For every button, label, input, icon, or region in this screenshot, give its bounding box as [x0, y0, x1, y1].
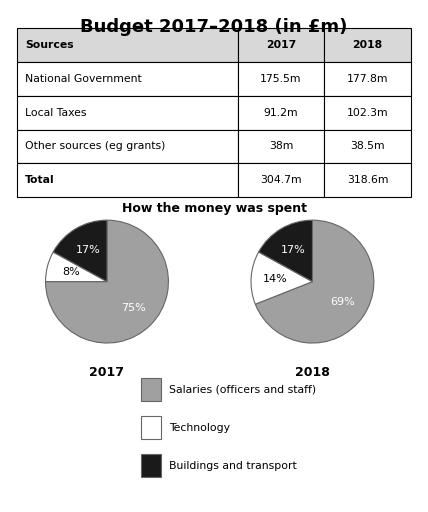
Bar — [141, 455, 160, 477]
Bar — [141, 416, 160, 439]
Text: 14%: 14% — [263, 274, 288, 284]
Bar — [324, 28, 411, 62]
Bar — [17, 96, 238, 130]
Text: 2017: 2017 — [89, 366, 125, 379]
Text: Salaries (officers and staff): Salaries (officers and staff) — [169, 384, 316, 394]
Bar — [238, 62, 324, 96]
Text: Other sources (eg grants): Other sources (eg grants) — [25, 141, 165, 152]
Text: 2018: 2018 — [295, 366, 330, 379]
Text: 17%: 17% — [281, 245, 306, 255]
Bar — [324, 130, 411, 163]
Text: Buildings and transport: Buildings and transport — [169, 461, 297, 471]
Wedge shape — [45, 252, 107, 282]
Text: Technology: Technology — [169, 422, 230, 433]
Text: 8%: 8% — [62, 267, 80, 278]
Text: 17%: 17% — [76, 245, 101, 255]
Bar — [238, 130, 324, 163]
Text: Budget 2017–2018 (in £m): Budget 2017–2018 (in £m) — [80, 18, 348, 36]
Bar — [17, 163, 238, 197]
Wedge shape — [259, 220, 312, 282]
Text: Sources: Sources — [25, 40, 74, 50]
Bar — [17, 28, 238, 62]
Text: Total: Total — [25, 175, 55, 185]
Text: 69%: 69% — [330, 297, 355, 307]
Text: 91.2m: 91.2m — [264, 108, 298, 118]
Bar — [17, 62, 238, 96]
Text: 175.5m: 175.5m — [260, 74, 302, 84]
Text: 2018: 2018 — [353, 40, 383, 50]
Text: 102.3m: 102.3m — [347, 108, 388, 118]
Bar — [141, 378, 160, 400]
Bar — [17, 130, 238, 163]
Text: National Government: National Government — [25, 74, 142, 84]
Text: 304.7m: 304.7m — [260, 175, 302, 185]
Bar — [238, 163, 324, 197]
Wedge shape — [251, 252, 312, 304]
Bar — [324, 62, 411, 96]
Text: Local Taxes: Local Taxes — [25, 108, 86, 118]
Text: 75%: 75% — [121, 303, 146, 313]
Wedge shape — [53, 220, 107, 282]
Text: 2017: 2017 — [266, 40, 296, 50]
Text: How the money was spent: How the money was spent — [122, 202, 306, 215]
Text: 38.5m: 38.5m — [350, 141, 385, 152]
Text: 38m: 38m — [269, 141, 293, 152]
Bar — [324, 96, 411, 130]
Text: 177.8m: 177.8m — [347, 74, 388, 84]
Bar — [238, 96, 324, 130]
Wedge shape — [45, 220, 169, 343]
Wedge shape — [256, 220, 374, 343]
Bar — [238, 28, 324, 62]
Bar — [324, 163, 411, 197]
Text: 318.6m: 318.6m — [347, 175, 388, 185]
